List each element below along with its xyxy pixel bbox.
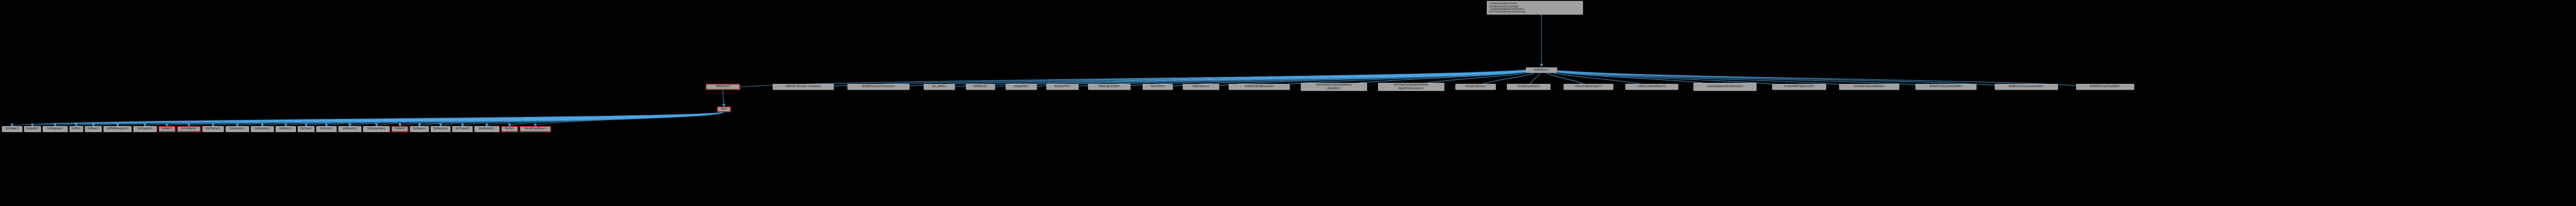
level3-node[interactable]: GxCode.h [297,126,315,132]
level2-node[interactable]: BuNkhCcryCycynamicsUtilM.h [1995,84,2058,90]
level2-node[interactable]: UnUyyCcMesch.h [1455,84,1496,90]
intermediate-node-nx[interactable]: Nx.h [717,107,731,112]
level3-node[interactable]: GxVector.h [316,126,336,132]
level2-node[interactable]: UnKenC-MeschXgerT.h [1564,84,1613,90]
level3-node[interactable]: GxMetrix.h [276,126,296,132]
level2-node[interactable]: NxDynamics.h [1183,84,1219,90]
level3-node[interactable]: GxBool.h [392,126,409,132]
level3-node[interactable]: GxListClassBase.h [519,126,551,132]
level3-node[interactable]: GxCallback.h [177,126,200,132]
level3-node[interactable]: GxCallee.h [2,126,22,132]
level3-node[interactable]: GxMemory.h [430,126,451,132]
level2-node[interactable]: UnUyyCcynamics.h [1507,84,1550,90]
level3-node[interactable]: GxShape.h [410,126,429,132]
root-node-gxphysics[interactable]: GxPhysics.h [1526,67,1557,73]
level2-node[interactable]: NxNyjoRM.h [1006,84,1037,90]
level2-node[interactable]: NxcNyerPM.h [1046,84,1078,90]
level2-node[interactable]: CcntionPMPYsgHrevieR.h [1772,84,1826,90]
level2-node[interactable]: Unit:ViewUnLUmcarehUtiment Algorithm1Lyn… [1378,83,1444,91]
level2-node[interactable]: BuNkRVcrLsmUnrgUtilM.h [2076,84,2134,90]
level2-node[interactable]: NxBackgroundM.K [1088,84,1130,90]
level3-node[interactable]: GxList.h [501,126,518,132]
level3-node[interactable]: GxProperty.h [133,126,157,132]
level2-node[interactable]: NxPhysics.h [706,84,740,90]
level2-node[interactable]: GxMultCndCollisionCall.h [1229,84,1290,90]
level3-node[interactable]: GxThread.h [452,126,472,132]
level2-node[interactable]: UnKenC-MeschMesch.h [1625,84,1678,90]
level3-node[interactable]: GxCString.h [202,126,224,132]
level3-node[interactable]: GxFunction.h [226,126,249,132]
level3-node[interactable]: GxGpuM.h [24,126,41,132]
level2-node[interactable]: Nxc_Mesh.h [924,84,955,90]
level2-node[interactable]: commbackgroundS.UtnionUal.h [1693,83,1756,91]
level2-node[interactable]: Unit:ViewUnLUmcarehUtiment Algorithm.h [1301,83,1367,91]
level3-node[interactable]: GxHistorid.h [338,126,362,132]
level3-node[interactable]: GxQuaternion.h [363,126,390,132]
level2-node[interactable]: NxNyMCymemcoCommon.h [848,84,909,90]
level3-node[interactable]: GxBase.h [84,126,102,132]
level2-node[interactable]: BuNkhCcryCynamicsUtilM.h [1916,84,1976,90]
level3-node[interactable]: GxPNMResource.h [104,126,131,132]
level3-node[interactable]: GxGridplate.h [42,126,67,132]
header-node: C:/Users/t-arai/Documents /workspace/oro… [1487,1,1583,14]
level2-node[interactable]: UnLtrkKechgroundsMesh.h [1839,84,1899,90]
level3-node[interactable]: GxPN.h [69,126,83,132]
level3-node[interactable]: GxMath.h [158,126,175,132]
level2-node[interactable]: Nxh1InPM.h [1143,84,1173,90]
level2-node[interactable]: NxRWerH.h [966,84,995,90]
level3-node[interactable]: GxAllocator.h [474,126,499,132]
level3-node[interactable]: GxOperator.h [250,126,274,132]
level2-node[interactable]: NxBoxM..NXmesh..Common.h [773,84,834,90]
